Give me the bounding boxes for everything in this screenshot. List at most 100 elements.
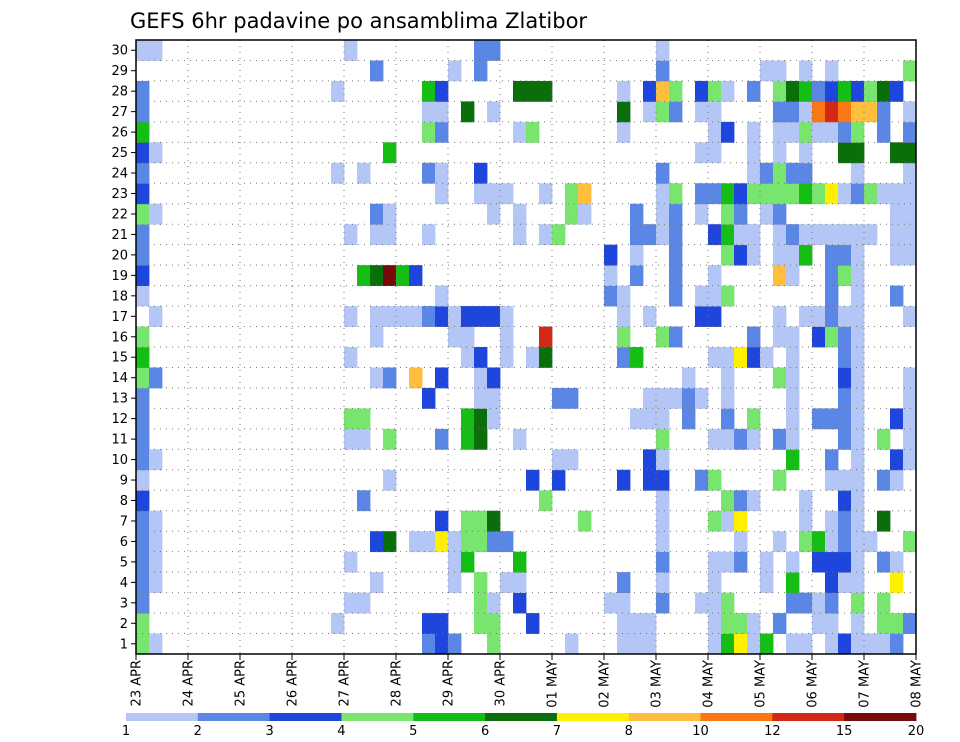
heatmap-cell-349 <box>786 633 800 655</box>
heatmap-cell-281 <box>721 592 735 614</box>
heatmap-cell-271 <box>708 285 722 307</box>
heatmap-cell-83 <box>422 387 436 409</box>
heatmap-cell-493 <box>890 183 904 205</box>
y-tick-label-21: 21 <box>111 228 128 243</box>
heatmap-cell-34 <box>149 367 163 389</box>
heatmap-cell-401 <box>825 510 839 532</box>
heatmap-cell-47 <box>344 306 358 327</box>
heatmap-cell-366 <box>786 101 800 123</box>
heatmap-cell-301 <box>734 510 748 532</box>
heatmap-cell-340 <box>773 224 787 246</box>
heatmap-cell-455 <box>851 285 865 307</box>
heatmap-cell-345 <box>773 121 787 143</box>
heatmap-cell-306 <box>734 224 748 246</box>
heatmap-cell-200 <box>630 633 644 655</box>
heatmap-cell-144 <box>487 183 501 205</box>
y-tick-label-19: 19 <box>111 269 128 284</box>
heatmap-cell-389 <box>812 306 826 327</box>
heatmap-cell-184 <box>604 592 618 614</box>
heatmap-cell-128 <box>474 347 488 368</box>
heatmap-cell-371 <box>799 510 813 532</box>
y-tick-label-13: 13 <box>111 392 128 407</box>
heatmap-cell-384 <box>812 592 826 614</box>
heatmap-cell-199 <box>617 80 631 102</box>
heatmap-cell-288 <box>721 367 735 389</box>
heatmap-cell-52 <box>357 428 371 450</box>
heatmap-cell-241 <box>669 265 683 286</box>
heatmap-cell-195 <box>617 306 631 327</box>
heatmap-cell-383 <box>812 613 826 634</box>
heatmap-cell-358 <box>786 347 800 368</box>
heatmap-cell-435 <box>838 121 852 143</box>
heatmap-cell-285 <box>721 428 735 450</box>
heatmap-cell-465 <box>864 633 878 655</box>
heatmap-cell-250 <box>682 367 696 389</box>
heatmap-cell-382 <box>799 60 813 82</box>
heatmap-cell-242 <box>669 244 683 266</box>
heatmap-cell-297 <box>734 633 748 655</box>
heatmap-cell-356 <box>786 387 800 409</box>
heatmap-cell-375 <box>799 224 813 246</box>
heatmap-cell-191 <box>617 572 631 593</box>
heatmap-cell-506 <box>903 203 917 225</box>
heatmap-cell-456 <box>851 265 865 286</box>
heatmap-cell-178 <box>565 387 579 409</box>
heatmap-cell-101 <box>435 101 449 123</box>
colorbar-swatch-2 <box>269 713 342 721</box>
heatmap-cell-444 <box>851 510 865 532</box>
heatmap-cell-304 <box>734 347 748 368</box>
y-tick-label-3: 3 <box>120 596 128 611</box>
heatmap-cell-105 <box>448 551 462 573</box>
heatmap-cell-166 <box>539 490 553 512</box>
heatmap-cell-422 <box>838 469 852 491</box>
heatmap-cell-425 <box>838 387 852 409</box>
heatmap-cell-448 <box>851 428 865 450</box>
heatmap-cell-504 <box>903 244 917 266</box>
heatmap-cell-71 <box>383 224 397 246</box>
heatmap-cell-437 <box>838 80 852 102</box>
heatmap-cell-352 <box>786 551 800 573</box>
heatmap-cell-293 <box>721 203 735 225</box>
heatmap-cell-263 <box>708 592 722 614</box>
heatmap-cell-14 <box>136 347 150 368</box>
heatmap-cell-126 <box>474 387 488 409</box>
heatmap-cell-258 <box>695 142 709 164</box>
heatmap-cell-109 <box>448 60 462 82</box>
heatmap-cell-428 <box>838 326 852 348</box>
heatmap-cell-459 <box>851 183 865 205</box>
heatmap-cell-433 <box>838 183 852 205</box>
heatmap-cell-374 <box>799 244 813 266</box>
heatmap-cell-169 <box>539 224 553 246</box>
heatmap-cell-8 <box>136 469 150 491</box>
heatmap-cell-238 <box>669 387 683 409</box>
heatmap-cell-390 <box>812 224 826 246</box>
y-axis-ticks: 1234567891011121314151617181920212223242… <box>111 44 136 652</box>
heatmap-cell-68 <box>383 367 397 389</box>
y-tick-label-14: 14 <box>111 371 128 386</box>
heatmap-cell-208 <box>643 633 657 655</box>
heatmap-cell-202 <box>630 408 644 430</box>
heatmap-cell-175 <box>552 224 566 246</box>
heatmap-cell-265 <box>708 551 722 573</box>
heatmap-cell-442 <box>851 551 865 573</box>
heatmap-cell-373 <box>799 306 813 327</box>
heatmap-cell-176 <box>565 633 579 655</box>
heatmap-cell-134 <box>487 633 501 655</box>
heatmap-cell-336 <box>773 326 787 348</box>
heatmap-cell-309 <box>747 633 761 655</box>
heatmap-cell-508 <box>903 162 917 184</box>
heatmap-cell-13 <box>136 367 150 389</box>
heatmap-cell-434 <box>838 142 852 164</box>
heatmap-cell-120 <box>474 592 488 614</box>
heatmap-cell-255 <box>695 285 709 307</box>
colorbar-label-4: 4 <box>337 724 345 739</box>
y-tick-label-7: 7 <box>120 514 128 529</box>
heatmap-cell-93 <box>435 531 449 553</box>
heatmap-cell-461 <box>851 142 865 164</box>
heatmap-cell-70 <box>383 265 397 286</box>
heatmap-cell-310 <box>747 613 761 634</box>
heatmap-cell-478 <box>877 183 891 205</box>
heatmap-cell-100 <box>435 121 449 143</box>
colorbar-swatch-5 <box>485 713 558 721</box>
